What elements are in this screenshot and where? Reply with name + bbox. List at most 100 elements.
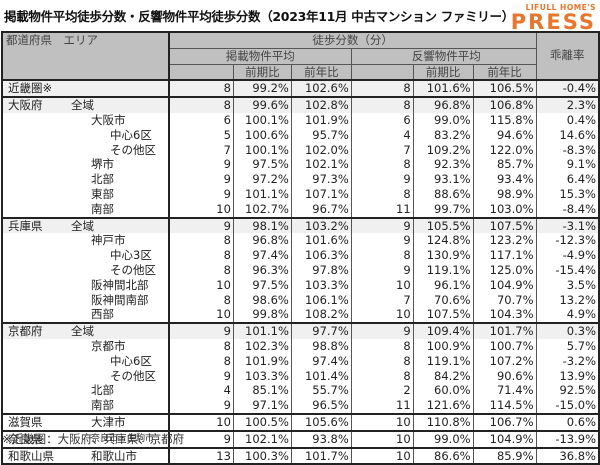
row-label: 兵庫県 全域 bbox=[1, 216, 170, 234]
table-row: 中心3区 8 97.4% 106.3% 8 130.9% 117.1% -4.9% bbox=[1, 248, 600, 263]
cell-i-qoq: 110.8% bbox=[412, 412, 474, 431]
cell-div: -12.3% bbox=[535, 233, 600, 249]
cell-l-min: 9 bbox=[168, 322, 234, 339]
table-row: 阪神間南部 8 98.6% 106.1% 7 70.6% 70.7% 13.2% bbox=[1, 292, 600, 308]
cell-div: 2.3% bbox=[535, 96, 600, 113]
cell-i-yoy: 117.1% bbox=[472, 248, 537, 263]
cell-l-qoq: 103.3% bbox=[232, 368, 292, 384]
cell-i-qoq: 93.1% bbox=[412, 172, 474, 187]
cell-i-qoq: 83.2% bbox=[412, 127, 474, 143]
cell-i-min: 10 bbox=[350, 307, 414, 324]
cell-i-min: 8 bbox=[350, 186, 414, 202]
table-row: 北部 4 85.1% 55.7% 2 60.0% 71.4% 92.5% bbox=[1, 383, 600, 399]
cell-i-min: 8 bbox=[350, 79, 414, 98]
table-row: 奈良県 奈良市・生駒市 9 102.1% 93.8% 10 99.0% 104.9% -13.9… bbox=[1, 429, 600, 448]
row-label: 西部 bbox=[1, 307, 170, 324]
row-label: 滋賀県 大津市 bbox=[1, 412, 170, 431]
cell-l-min: 9 bbox=[168, 186, 234, 202]
table-row: 京都市 8 102.3% 98.8% 8 100.9% 100.7% 5.7% bbox=[1, 338, 600, 354]
cell-i-yoy: 123.2% bbox=[472, 233, 537, 249]
cell-i-yoy: 100.7% bbox=[472, 338, 537, 354]
cell-i-qoq: 121.6% bbox=[412, 398, 474, 414]
cell-i-min: 10 bbox=[350, 277, 414, 293]
cell-i-yoy: 106.7% bbox=[472, 412, 537, 431]
page-title: 掲載物件平均徒歩分数・反響物件平均徒歩分数（2023年11月 中古マンション フ… bbox=[4, 9, 514, 24]
table-row: 中心6区 5 100.6% 95.7% 4 83.2% 94.6% 14.6% bbox=[1, 127, 600, 143]
cell-l-min: 7 bbox=[168, 142, 234, 158]
cell-l-min: 9 bbox=[168, 216, 234, 234]
cell-i-min: 9 bbox=[350, 233, 414, 249]
cell-div: -0.4% bbox=[535, 79, 600, 98]
cell-i-qoq: 109.4% bbox=[412, 322, 474, 339]
area-label: 和歌山市 bbox=[91, 448, 137, 463]
cell-l-min: 8 bbox=[168, 79, 234, 98]
cell-l-qoq: 100.3% bbox=[232, 446, 292, 465]
row-label: 大阪府 全域 bbox=[1, 96, 170, 113]
cell-i-yoy: 122.0% bbox=[472, 142, 537, 158]
cell-l-qoq: 100.5% bbox=[232, 412, 292, 431]
area-label: 中心6区 bbox=[110, 353, 152, 368]
cell-div: 36.8% bbox=[535, 446, 600, 465]
cell-l-qoq: 99.2% bbox=[232, 79, 292, 98]
cell-l-min: 8 bbox=[168, 248, 234, 263]
prefecture-label: 和歌山県 bbox=[8, 448, 54, 463]
cell-i-min: 9 bbox=[350, 262, 414, 278]
cell-i-min: 7 bbox=[350, 292, 414, 308]
area-label: その他区 bbox=[110, 262, 156, 277]
walking-minutes-table: 都道府県 エリア 徒歩分数（分） 掲載物件平均 反響物件平均 乖離率 前期比 前… bbox=[1, 30, 600, 465]
area-label: 北部 bbox=[91, 383, 114, 398]
cell-l-qoq: 99.8% bbox=[232, 307, 292, 324]
cell-i-qoq: 99.0% bbox=[412, 112, 474, 128]
cell-div: 14.6% bbox=[535, 127, 600, 143]
table-row: 和歌山県 和歌山市 13 100.3% 101.7% 10 86.6% 85.9% 36.8% bbox=[1, 446, 600, 465]
area-label: 神戸市 bbox=[91, 233, 126, 248]
cell-l-qoq: 100.1% bbox=[232, 142, 292, 158]
cell-div: -13.9% bbox=[535, 429, 600, 448]
cell-i-yoy: 106.8% bbox=[472, 96, 537, 113]
table-row: 中心6区 8 101.9% 97.4% 8 119.1% 107.2% -3.2% bbox=[1, 353, 600, 369]
area-label: 中心6区 bbox=[110, 127, 152, 142]
cell-i-qoq: 70.6% bbox=[412, 292, 474, 308]
row-label: 北部 bbox=[1, 172, 170, 187]
header-blank bbox=[535, 30, 600, 49]
cell-i-qoq: 96.8% bbox=[412, 96, 474, 113]
cell-i-qoq: 99.7% bbox=[412, 201, 474, 218]
cell-div: -3.1% bbox=[535, 216, 600, 234]
table-row: 北部 9 97.2% 97.3% 9 93.1% 93.4% 6.4% bbox=[1, 172, 600, 187]
row-label: 東部 bbox=[1, 186, 170, 202]
table-row: 近畿圏※ 8 99.2% 102.6% 8 101.6% 106.5% -0.4% bbox=[1, 79, 600, 98]
area-label: 奈良市・生駒市 bbox=[91, 433, 155, 444]
cell-i-qoq: 105.5% bbox=[412, 216, 474, 234]
prefecture-label: 兵庫県 bbox=[8, 218, 43, 233]
cell-div: 13.2% bbox=[535, 292, 600, 308]
cell-i-qoq: 101.6% bbox=[412, 79, 474, 98]
cell-l-yoy: 102.6% bbox=[290, 79, 352, 98]
cell-l-qoq: 85.1% bbox=[232, 383, 292, 399]
cell-i-yoy: 106.5% bbox=[472, 79, 537, 98]
header-divergence: 乖離率 bbox=[535, 48, 600, 81]
row-label: その他区 bbox=[1, 142, 170, 158]
logo-top-text: LIFULL HOME'S bbox=[525, 3, 596, 12]
cell-i-min: 8 bbox=[350, 157, 414, 173]
header-inquiry-average: 反響物件平均 bbox=[350, 47, 537, 65]
cell-l-min: 13 bbox=[168, 446, 234, 465]
cell-l-min: 8 bbox=[168, 338, 234, 354]
cell-l-yoy: 101.6% bbox=[290, 233, 352, 249]
cell-i-qoq: 100.9% bbox=[412, 338, 474, 354]
cell-i-qoq: 60.0% bbox=[412, 383, 474, 399]
cell-l-yoy: 103.2% bbox=[290, 216, 352, 234]
row-label: その他区 bbox=[1, 262, 170, 278]
cell-l-yoy: 103.3% bbox=[290, 277, 352, 293]
area-label: 南部 bbox=[91, 398, 114, 413]
header-listing-average: 掲載物件平均 bbox=[168, 47, 352, 65]
area-label: 中心3区 bbox=[110, 248, 152, 263]
cell-l-min: 8 bbox=[168, 96, 234, 113]
row-label: その他区 bbox=[1, 368, 170, 384]
row-label: 京都市 bbox=[1, 338, 170, 354]
cell-l-yoy: 107.1% bbox=[290, 186, 352, 202]
table-row: 兵庫県 全域 9 98.1% 103.2% 9 105.5% 107.5% -3.1% bbox=[1, 216, 600, 234]
cell-l-min: 9 bbox=[168, 157, 234, 173]
cell-l-min: 10 bbox=[168, 201, 234, 218]
table-row: 神戸市 8 96.8% 101.6% 9 124.8% 123.2% -12.3% bbox=[1, 233, 600, 249]
cell-i-qoq: 92.3% bbox=[412, 157, 474, 173]
